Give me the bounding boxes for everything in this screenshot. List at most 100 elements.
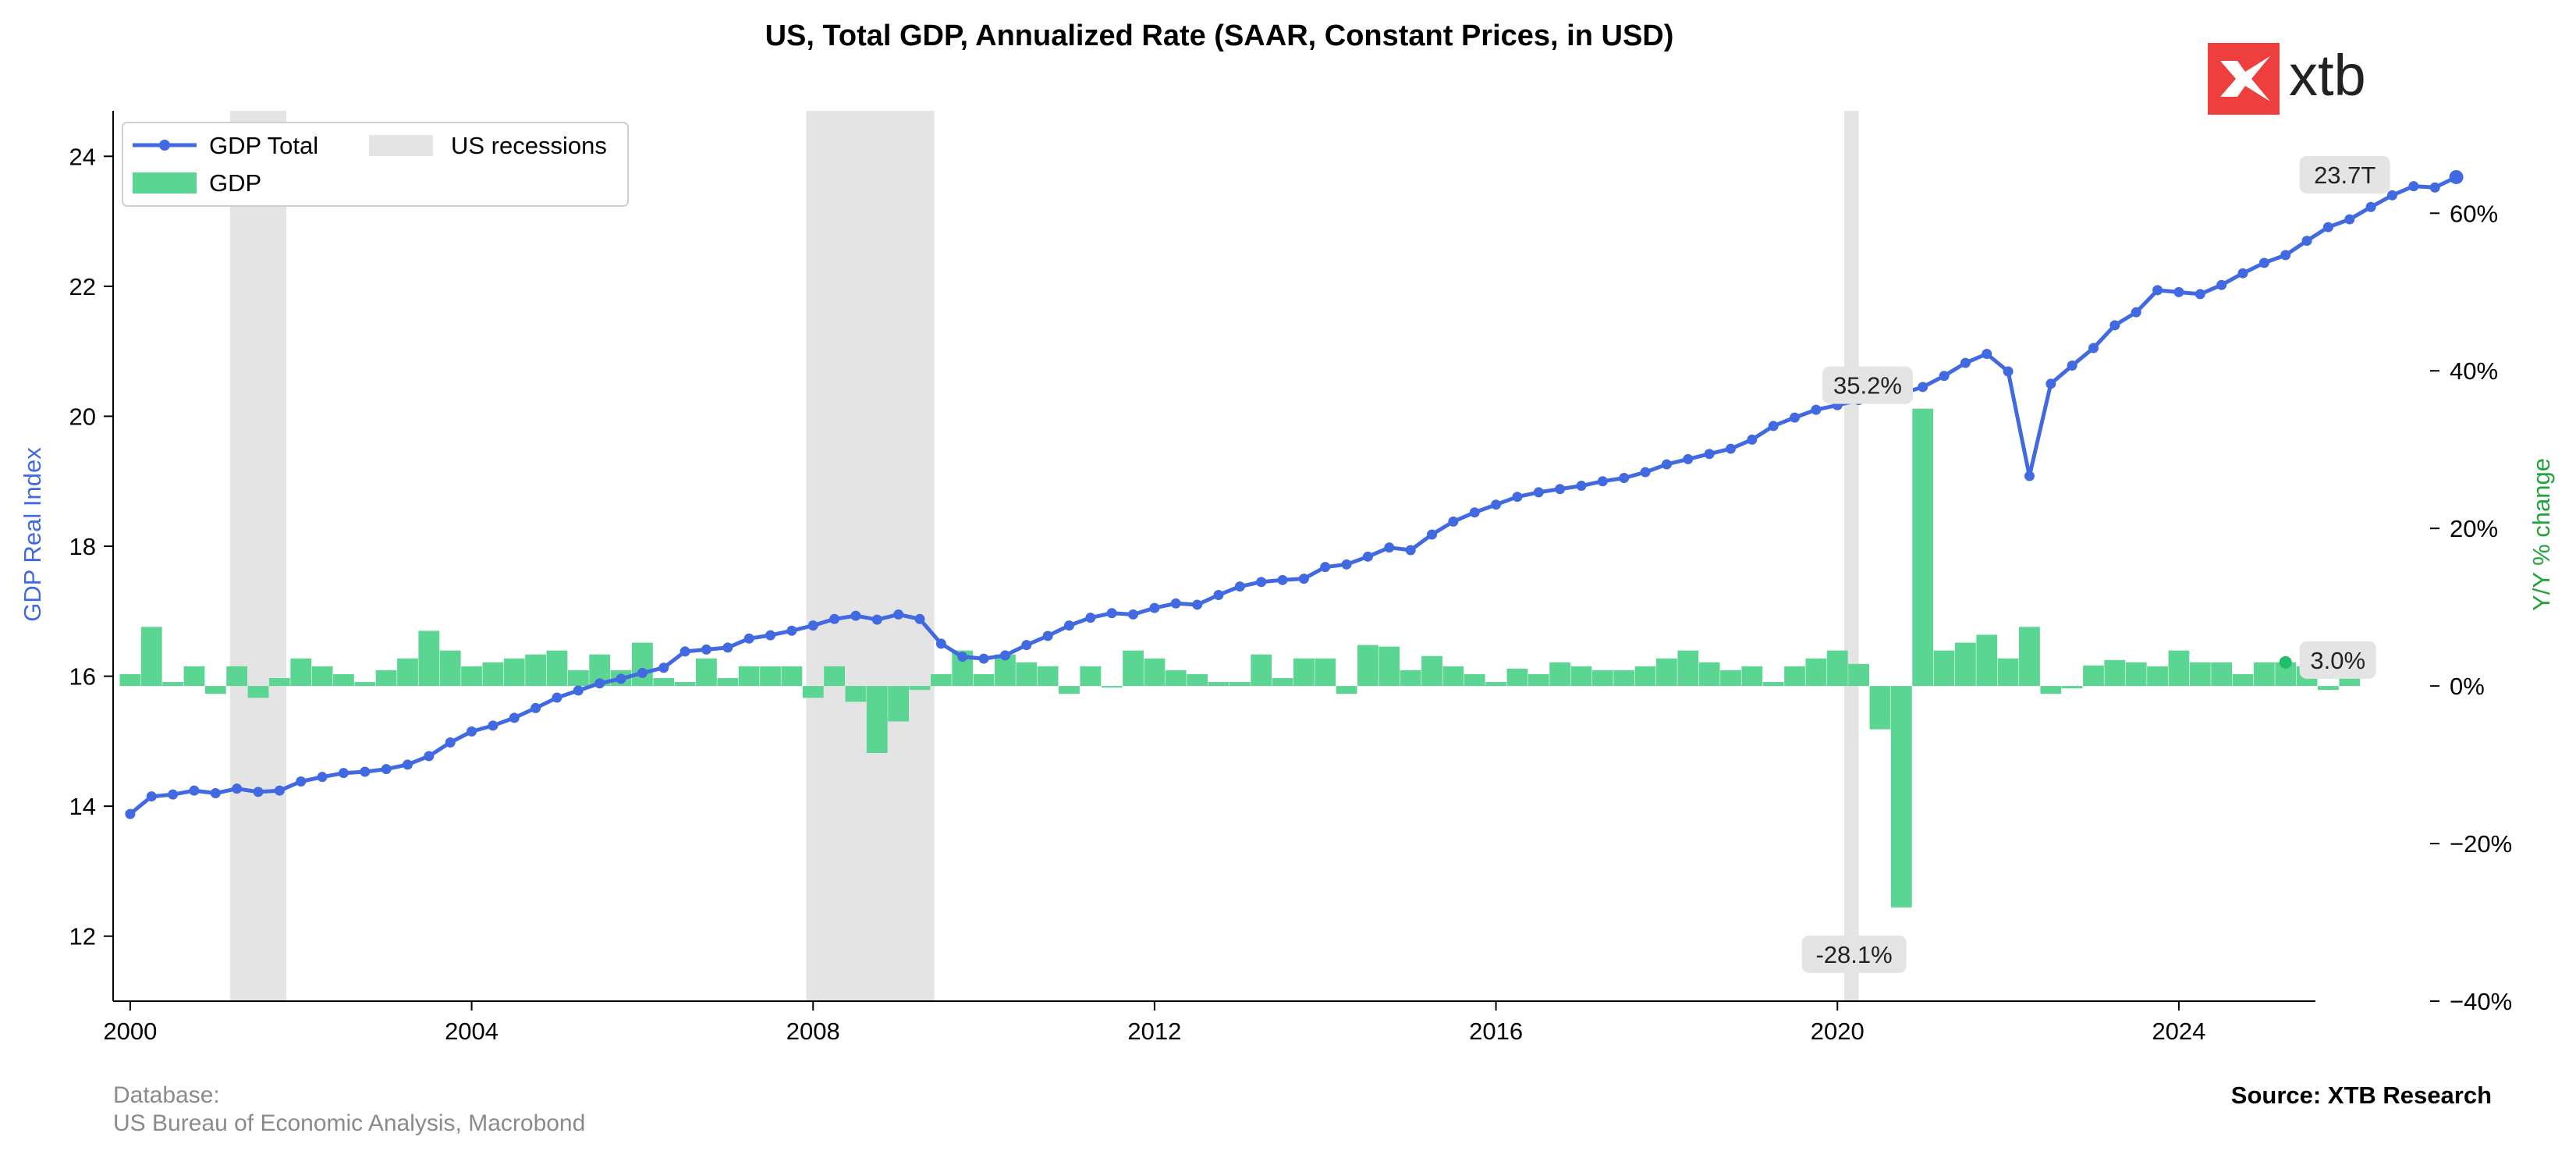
gdp-bar — [1485, 682, 1506, 687]
gdp-total-point — [1341, 559, 1352, 570]
gdp-total-point — [1960, 357, 1971, 368]
gdp-total-point — [445, 737, 456, 748]
gdp-bar — [2019, 627, 2040, 687]
gdp-bar — [418, 631, 440, 687]
gdp-bar — [162, 682, 183, 687]
gdp-bar — [1251, 654, 1272, 687]
gdp-total-point — [594, 678, 605, 689]
gdp-total-point — [616, 673, 626, 684]
gdp-total-point — [1405, 545, 1416, 556]
gdp-bar — [1336, 686, 1357, 694]
gdp-total-point — [232, 783, 243, 794]
xtb-x-icon-glyph — [2220, 56, 2270, 101]
gdp-bar — [1890, 686, 1912, 908]
gdp-total-point — [722, 642, 733, 653]
legend-marker-gdp-total — [159, 140, 170, 151]
gdp-bar — [1187, 673, 1208, 687]
gdp-bar — [696, 658, 717, 687]
gdp-total-point — [2280, 250, 2291, 261]
gdp-bar — [204, 686, 226, 694]
gdp-total-point — [2301, 236, 2312, 247]
gdp-bar — [1997, 658, 2019, 687]
gdp-total-point — [1918, 382, 1928, 393]
gdp-bar — [482, 662, 504, 687]
gdp-bar — [1357, 645, 1378, 687]
gdp-total-point — [1982, 348, 1992, 359]
gdp-total-point — [2024, 471, 2035, 481]
gdp-bars — [119, 408, 2361, 908]
recession-bands — [229, 111, 1859, 1001]
gdp-bar — [781, 666, 803, 687]
y-right-tick-label: 40% — [2450, 357, 2498, 385]
chart-title: US, Total GDP, Annualized Rate (SAAR, Co… — [765, 20, 1674, 52]
gdp-total-point — [999, 650, 1010, 661]
gdp-total-point — [296, 776, 307, 787]
legend-swatch-gdp — [133, 172, 197, 194]
gdp-total-point — [1811, 404, 1822, 415]
gdp-bar — [525, 654, 547, 687]
gdp-total-point — [1576, 481, 1587, 492]
gdp-total-point — [1149, 602, 1160, 613]
gdp-bar — [930, 673, 952, 687]
y-left-tick-label: 12 — [69, 923, 96, 950]
y-right-tick-label: 20% — [2450, 515, 2498, 542]
gdp-total-point — [786, 625, 797, 636]
annotation-text: 35.2% — [1833, 372, 1902, 400]
gdp-total-point — [2216, 279, 2227, 290]
gdp-total-point — [509, 712, 520, 723]
x-tick-label: 2008 — [786, 1018, 840, 1045]
legend-item-gdp: GDP — [133, 169, 261, 197]
gdp-bar — [909, 686, 931, 691]
gdp-bar — [2125, 662, 2147, 687]
axes: 2000 2004 2008 2012 2016 2020 2024 12 14 16 18 20 22… — [69, 111, 2512, 1045]
gdp-total-point — [1021, 640, 1032, 651]
gdp-bar — [354, 682, 376, 687]
gdp-bar — [1954, 642, 1976, 687]
gdp-bar — [1933, 650, 1955, 687]
gdp-bar — [2211, 662, 2233, 687]
gdp-bar — [1848, 663, 1870, 687]
annotation-text: 23.7T — [2314, 162, 2376, 189]
gdp-bar — [760, 666, 781, 687]
gdp-total-point — [2152, 285, 2163, 296]
gdp-total-point — [935, 638, 946, 649]
gdp-bar — [2104, 659, 2126, 687]
y-right-tick-label: 60% — [2450, 200, 2498, 227]
gdp-total-point — [1661, 459, 1672, 470]
x-tick-label: 2016 — [1469, 1018, 1523, 1045]
gdp-total-point — [2344, 214, 2355, 225]
gdp-total-point — [467, 726, 477, 737]
gdp-bar — [290, 658, 312, 687]
gdp-total-point — [189, 785, 200, 796]
y-left-tick-label: 24 — [69, 143, 96, 170]
gdp-total-point — [210, 787, 221, 798]
gdp-total-point — [253, 787, 264, 797]
gdp-total-point — [2003, 366, 2014, 377]
legend-label-gdp-total: GDP Total — [209, 132, 318, 159]
gdp-bar — [738, 666, 760, 687]
gdp-bar — [2232, 673, 2254, 687]
xtb-logo: xtb — [2208, 43, 2366, 115]
gdp-bar — [567, 670, 589, 687]
gdp-total-point — [1170, 598, 1181, 609]
gdp-total-point — [1555, 484, 1566, 495]
y-right-tick-label: −20% — [2450, 830, 2512, 858]
gdp-bar — [1506, 668, 1528, 687]
gdp-total-point — [338, 768, 349, 779]
gdp-bar — [631, 642, 653, 687]
gdp-bar — [247, 686, 269, 698]
gdp-total-point — [2258, 258, 2269, 268]
gdp-bar — [2040, 686, 2062, 694]
legend-item-us-recessions: US recessions — [369, 132, 607, 159]
gdp-total-point — [1790, 412, 1801, 423]
y-left-tick-label: 16 — [69, 663, 96, 691]
gdp-bar — [226, 666, 248, 687]
gdp-total-point — [658, 662, 669, 673]
annotation-label: -28.1% — [1801, 935, 1907, 973]
gdp-bar — [1677, 650, 1699, 687]
gdp-total-point — [2046, 378, 2056, 389]
gdp-total-point — [2088, 343, 2099, 353]
annotation-text: 3.0% — [2310, 647, 2365, 674]
gdp-bar — [1272, 678, 1293, 687]
gdp-total-point — [829, 613, 840, 624]
